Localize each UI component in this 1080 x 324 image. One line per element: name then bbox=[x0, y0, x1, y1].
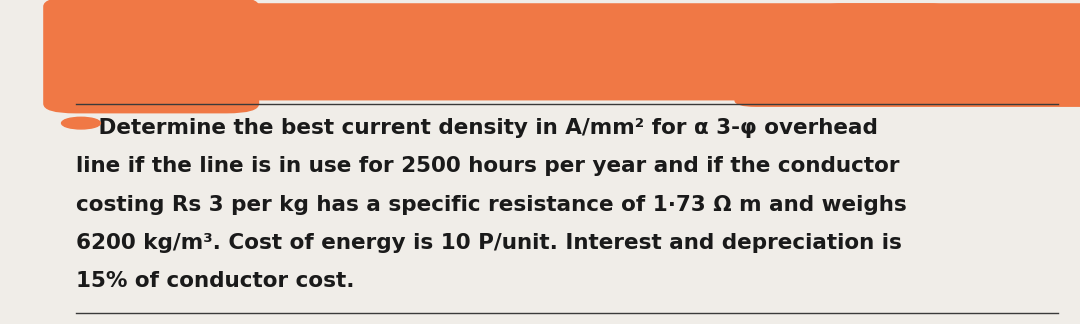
FancyBboxPatch shape bbox=[734, 29, 1080, 107]
FancyBboxPatch shape bbox=[54, 0, 227, 45]
Text: line if the line is in use for 2500 hours per year and if the conductor: line if the line is in use for 2500 hour… bbox=[76, 156, 899, 177]
FancyBboxPatch shape bbox=[821, 3, 1080, 65]
Text: 15% of conductor cost.: 15% of conductor cost. bbox=[76, 271, 354, 291]
FancyBboxPatch shape bbox=[43, 0, 259, 113]
Text: 6200 kg/m³. Cost of energy is 10 P/unit. Interest and depreciation is: 6200 kg/m³. Cost of energy is 10 P/unit.… bbox=[76, 233, 902, 253]
Text: Determine the best current density in A/mm² for α 3-φ overhead: Determine the best current density in A/… bbox=[76, 118, 877, 138]
Text: costing Rs 3 per kg has a specific resistance of 1·73 Ω m and weighs: costing Rs 3 per kg has a specific resis… bbox=[76, 195, 906, 215]
Circle shape bbox=[62, 117, 100, 129]
FancyBboxPatch shape bbox=[65, 3, 950, 100]
